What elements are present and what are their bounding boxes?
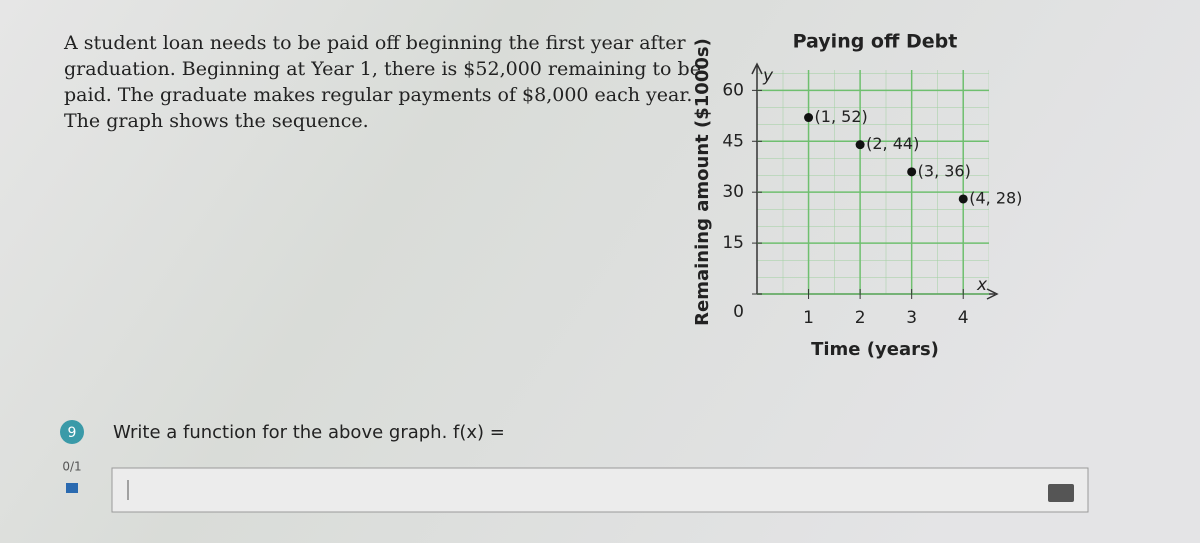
point-label: (2, 44)	[866, 134, 919, 153]
question-number: 9	[68, 425, 77, 441]
y-tick-label: 60	[722, 80, 744, 100]
point	[855, 140, 865, 150]
y-tick-label: 0	[733, 302, 744, 322]
keyboard-icon[interactable]	[1048, 484, 1074, 502]
x-tick-label: 4	[958, 308, 969, 328]
answer-input[interactable]	[111, 467, 1089, 513]
point	[907, 167, 917, 177]
y-axis-letter: y	[762, 66, 774, 86]
y-tick-label: 30	[722, 182, 744, 202]
question-number-badge	[60, 420, 84, 444]
problem-line: A student loan needs to be paid off begi…	[63, 32, 686, 54]
y-axis-label: Remaining amount ($1000s)	[692, 38, 713, 326]
x-tick-label: 1	[803, 308, 814, 328]
question-text: Write a function for the above graph. f(…	[113, 422, 505, 443]
score: 0/1	[62, 460, 81, 474]
chart-title: Paying off Debt	[793, 31, 958, 53]
problem-line: paid. The graduate makes regular payment…	[64, 84, 692, 106]
problem-line: The graph shows the sequence.	[64, 110, 369, 132]
point	[804, 113, 814, 123]
x-axis-letter: x	[976, 275, 988, 295]
point-label: (4, 28)	[969, 188, 1022, 207]
x-arrow	[986, 288, 999, 300]
minor-grid	[757, 70, 989, 294]
x-tick-label: 3	[906, 308, 917, 328]
y-tick-label: 45	[722, 131, 744, 151]
y-arrow	[751, 62, 763, 75]
comment-icon[interactable]	[66, 483, 78, 493]
problem-line: graduation. Beginning at Year 1, there i…	[64, 58, 701, 80]
point-label: (3, 36)	[918, 161, 971, 180]
problem-text: A student loan needs to be paid off begi…	[63, 32, 701, 132]
point-label: (1, 52)	[815, 107, 868, 126]
x-axis-label: Time (years)	[811, 339, 939, 360]
y-tick-label: 15	[722, 233, 744, 253]
x-tick-label: 2	[855, 308, 866, 328]
point	[958, 194, 968, 204]
